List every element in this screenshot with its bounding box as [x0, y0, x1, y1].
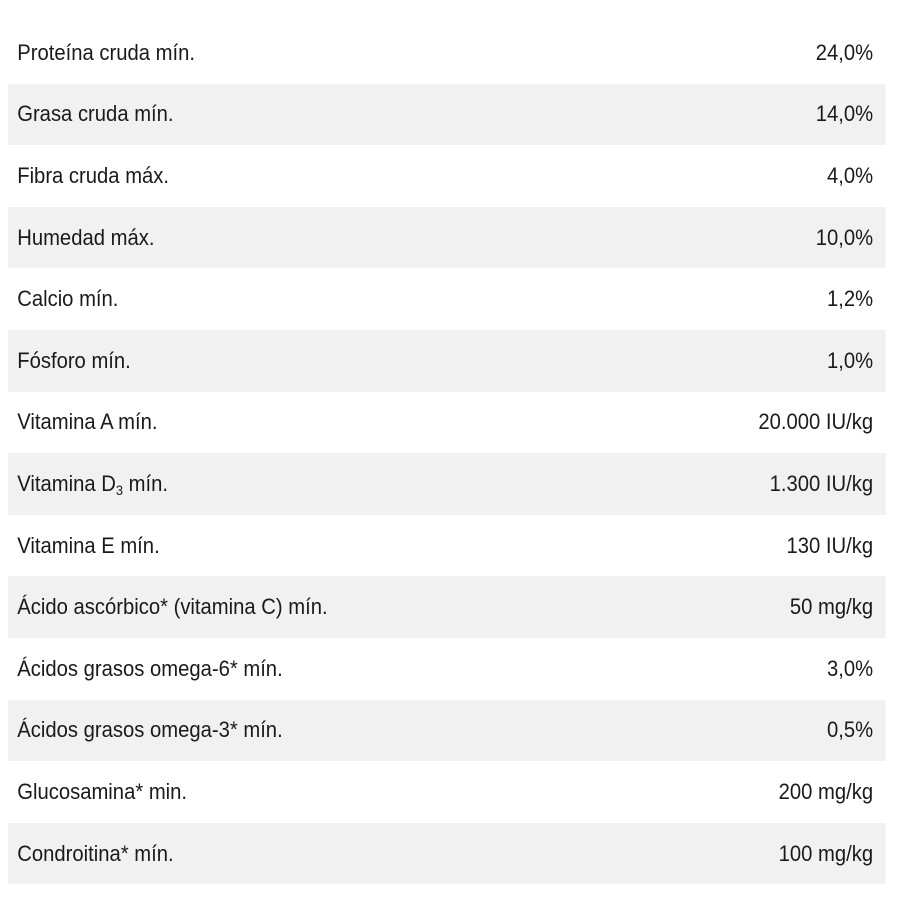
nutrient-label: Humedad máx.	[17, 224, 155, 250]
table-row: Condroitina* mín. 100 mg/kg	[8, 822, 887, 885]
nutrient-label: Vitamina A mín.	[17, 409, 158, 435]
nutrition-table: Proteína cruda mín. 24,0% Grasa cruda mí…	[8, 22, 887, 885]
nutrient-label: Glucosamina* min.	[17, 778, 188, 804]
table-row: Grasa cruda mín. 14,0%	[8, 83, 887, 146]
nutrient-value: 3,0%	[827, 655, 874, 681]
nutrient-value: 14,0%	[815, 101, 874, 127]
table-row: Ácido ascórbico* (vitamina C) mín. 50 mg…	[8, 576, 887, 638]
nutrient-label: Calcio mín.	[17, 286, 119, 312]
nutrient-value: 100 mg/kg	[778, 840, 874, 866]
nutrient-value: 4,0%	[827, 162, 874, 188]
table-row: Glucosamina* min. 200 mg/kg	[8, 761, 886, 823]
nutrient-label: Grasa cruda mín.	[17, 101, 174, 127]
nutrient-label: Proteína cruda mín.	[17, 39, 195, 65]
nutrient-value: 0,5%	[827, 717, 874, 743]
nutrient-label-subscript: 3	[115, 481, 123, 498]
nutrient-value: 1,0%	[827, 347, 874, 373]
table-row: Vitamina E mín. 130 IU/kg	[8, 515, 886, 577]
nutrient-label: Vitamina E mín.	[17, 532, 160, 558]
nutrient-label: Ácido ascórbico* (vitamina C) mín.	[17, 594, 328, 620]
table-row: Fibra cruda máx. 4,0%	[8, 145, 886, 207]
nutrient-value: 24,0%	[815, 39, 874, 65]
nutrient-value: 130 IU/kg	[786, 532, 874, 558]
nutrient-value: 1.300 IU/kg	[769, 470, 874, 496]
nutrient-label: Ácidos grasos omega-6* mín.	[17, 655, 283, 681]
nutrient-label: Fósforo mín.	[17, 347, 131, 373]
nutrient-value: 1,2%	[827, 286, 874, 312]
table-row: Calcio mín. 1,2%	[8, 268, 886, 330]
table-row: Humedad máx. 10,0%	[8, 206, 887, 269]
table-row: Ácidos grasos omega-3* mín. 0,5%	[8, 699, 887, 762]
nutrient-label-suffix: mín.	[123, 470, 168, 496]
table-row: Proteína cruda mín. 24,0%	[8, 22, 886, 84]
nutrient-value: 50 mg/kg	[789, 594, 874, 620]
nutrient-value: 20.000 IU/kg	[758, 409, 874, 435]
table-row: Ácidos grasos omega-6* mín. 3,0%	[8, 638, 886, 700]
table-row: Fósforo mín. 1,0%	[8, 329, 887, 392]
table-row: Vitamina D3 mín. 1.300 IU/kg	[8, 453, 887, 515]
nutrient-label: Fibra cruda máx.	[17, 162, 170, 188]
nutrient-value: 200 mg/kg	[778, 778, 874, 804]
table-row: Vitamina A mín. 20.000 IU/kg	[8, 392, 886, 454]
nutrient-label-prefix: Vitamina D	[17, 470, 116, 496]
nutrient-label: Vitamina D3 mín.	[17, 471, 168, 497]
nutrient-label: Ácidos grasos omega-3* mín.	[17, 717, 283, 743]
nutrient-label: Condroitina* mín.	[17, 840, 174, 866]
nutrient-value: 10,0%	[815, 224, 874, 250]
